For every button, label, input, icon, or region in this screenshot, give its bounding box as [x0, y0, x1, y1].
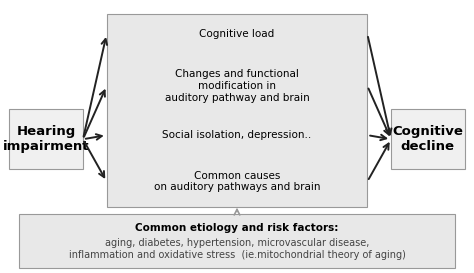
- Text: Common etiology and risk factors:: Common etiology and risk factors:: [135, 222, 339, 233]
- Text: Social isolation, depression..: Social isolation, depression..: [163, 130, 311, 140]
- FancyBboxPatch shape: [107, 14, 367, 207]
- Text: Changes and functional
modification in
auditory pathway and brain: Changes and functional modification in a…: [164, 69, 310, 103]
- Text: Cognitive
decline: Cognitive decline: [392, 125, 463, 153]
- FancyBboxPatch shape: [19, 214, 455, 268]
- Text: Cognitive load: Cognitive load: [200, 29, 274, 39]
- FancyBboxPatch shape: [391, 109, 465, 169]
- Text: aging, diabetes, hypertension, microvascular disease,
inflammation and oxidative: aging, diabetes, hypertension, microvasc…: [69, 238, 405, 260]
- FancyBboxPatch shape: [9, 109, 83, 169]
- Text: Common causes
on auditory pathways and brain: Common causes on auditory pathways and b…: [154, 171, 320, 192]
- Text: Hearing
impairment: Hearing impairment: [3, 125, 90, 153]
